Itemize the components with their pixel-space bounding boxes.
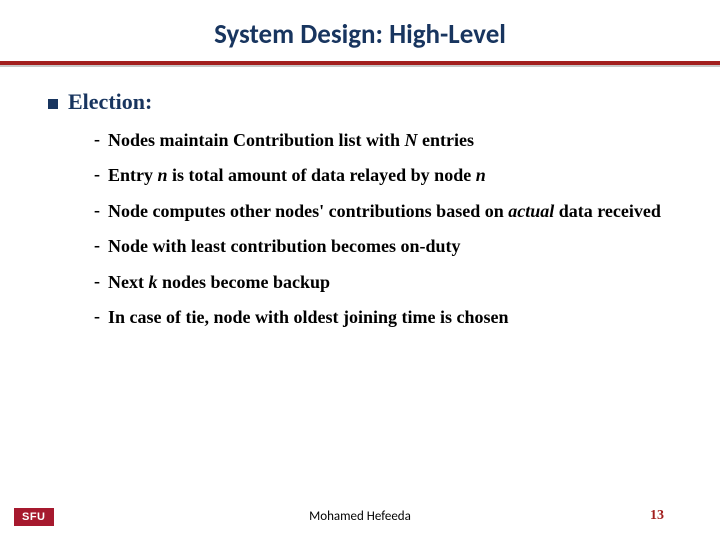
heading-row: Election: <box>48 89 680 115</box>
heading-text: Election: <box>68 89 152 115</box>
list-item: -In case of tie, node with oldest joinin… <box>94 306 680 329</box>
list-item: -Node computes other nodes' contribution… <box>94 200 680 223</box>
list-item-text: In case of tie, node with oldest joining… <box>108 306 509 329</box>
list-item-text: Node computes other nodes' contributions… <box>108 200 661 223</box>
list-item: -Nodes maintain Contribution list with N… <box>94 129 680 152</box>
dash-icon: - <box>94 271 100 292</box>
sublist: -Nodes maintain Contribution list with N… <box>48 129 680 329</box>
list-item-text: Node with least contribution becomes on-… <box>108 235 461 258</box>
list-item: -Entry n is total amount of data relayed… <box>94 164 680 187</box>
dash-icon: - <box>94 235 100 256</box>
dash-icon: - <box>94 200 100 221</box>
dash-icon: - <box>94 129 100 150</box>
slide-title: System Design: High-Level <box>214 18 506 51</box>
list-item: -Node with least contribution becomes on… <box>94 235 680 258</box>
author-name: Mohamed Hefeeda <box>0 509 720 524</box>
list-item: -Next k nodes become backup <box>94 271 680 294</box>
list-item-text: Entry n is total amount of data relayed … <box>108 164 486 187</box>
list-item-text: Nodes maintain Contribution list with N … <box>108 129 474 152</box>
page-number: 13 <box>650 508 664 524</box>
list-item-text: Next k nodes become backup <box>108 271 330 294</box>
dash-icon: - <box>94 164 100 185</box>
footer: SFU Mohamed Hefeeda 13 <box>0 504 720 526</box>
square-bullet-icon <box>48 99 58 109</box>
dash-icon: - <box>94 306 100 327</box>
